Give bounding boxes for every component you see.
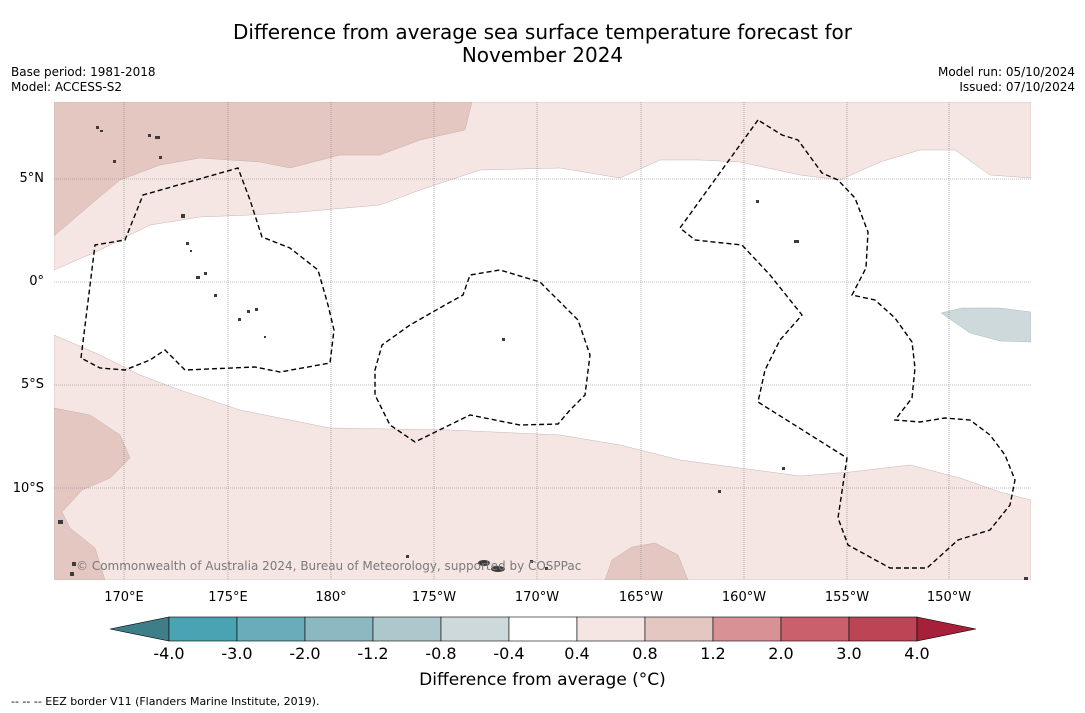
colorbar-tick-label: -0.4 xyxy=(493,644,525,663)
island xyxy=(148,134,151,137)
colorbar-segment xyxy=(644,616,714,642)
lat-label-5s: 5°S xyxy=(20,377,44,392)
eez-borders xyxy=(80,119,1016,569)
island xyxy=(181,214,185,218)
island xyxy=(190,250,192,252)
colorbar-tick-label: -0.8 xyxy=(425,644,457,663)
island xyxy=(756,200,759,203)
colorbar-label: Difference from average (°C) xyxy=(419,670,666,690)
anomaly-region-north-0-8 xyxy=(54,102,473,237)
base-period: Base period: 1981-2018 xyxy=(11,65,156,79)
anomaly-region-east-cool xyxy=(940,307,1031,343)
title-line-2: November 2024 xyxy=(461,43,624,67)
model-run: Model run: 05/10/2024 xyxy=(937,65,1075,79)
island xyxy=(247,310,250,313)
lon-label-170w: 170°W xyxy=(514,590,560,605)
island xyxy=(72,562,76,566)
colorbar-segment xyxy=(304,616,374,642)
island xyxy=(718,490,721,493)
colorbar-tick-label: 3.0 xyxy=(836,644,862,663)
island xyxy=(58,520,63,524)
colorbar-tick-label: -3.0 xyxy=(221,644,253,663)
eez-border-west xyxy=(80,167,335,373)
run-info: Model run: 05/10/2024 Issued: 07/10/2024 xyxy=(938,65,1075,95)
colorbar-extend-high xyxy=(916,616,977,642)
island xyxy=(214,294,217,297)
island xyxy=(491,566,505,572)
colorbar-tick-label: 4.0 xyxy=(904,644,930,663)
eez-border-east xyxy=(679,119,1016,569)
colorbar-segment xyxy=(576,616,646,642)
colorbar-tick-label: 2.0 xyxy=(768,644,794,663)
title-line-1: Difference from average sea surface temp… xyxy=(232,20,852,44)
lon-label-175e: 175°E xyxy=(208,590,248,605)
island xyxy=(186,242,189,245)
island xyxy=(70,572,74,576)
issued-date: Issued: 07/10/2024 xyxy=(959,80,1075,94)
lon-label-170e: 170°E xyxy=(104,590,144,605)
colorbar-tick-label: -2.0 xyxy=(289,644,321,663)
anomaly-region-south-0-8 xyxy=(604,542,689,580)
island xyxy=(159,156,162,159)
island xyxy=(155,136,160,139)
island xyxy=(530,560,533,563)
eez-legend: -- -- -- EEZ border V11 (Flanders Marine… xyxy=(11,695,320,708)
island xyxy=(782,467,785,470)
graticule xyxy=(54,102,1031,580)
colorbar-segment xyxy=(372,616,442,642)
map-title: Difference from average sea surface temp… xyxy=(0,21,1085,67)
anomaly-region-southwest-0-8 xyxy=(54,407,131,580)
colorbar-segment xyxy=(440,616,510,642)
island xyxy=(478,560,490,566)
colorbar-segment xyxy=(508,616,578,642)
island xyxy=(196,276,200,279)
lat-label-0: 0° xyxy=(29,274,44,289)
copyright-notice: © Commonwealth of Australia 2024, Bureau… xyxy=(76,559,582,573)
island xyxy=(100,130,103,132)
colorbar-tick-label: -4.0 xyxy=(153,644,185,663)
island xyxy=(406,555,409,558)
island xyxy=(794,240,799,243)
island xyxy=(1024,577,1028,580)
island xyxy=(255,308,258,311)
model-name: Model: ACCESS-S2 xyxy=(11,80,123,94)
colorbar-segment xyxy=(236,616,306,642)
islands xyxy=(58,126,1028,580)
lon-label-175w: 175°W xyxy=(411,590,457,605)
island xyxy=(502,338,505,341)
island xyxy=(113,160,116,163)
model-info: Base period: 1981-2018 Model: ACCESS-S2 xyxy=(11,65,156,95)
island xyxy=(238,318,241,321)
colorbar-segment xyxy=(780,616,850,642)
eez-border-central xyxy=(374,269,591,443)
lon-label-160w: 160°W xyxy=(721,590,767,605)
colorbar-segment xyxy=(168,616,238,642)
lat-label-10s: 10°S xyxy=(12,481,44,496)
colorbar-segment xyxy=(848,616,918,642)
lat-label-5n: 5°N xyxy=(19,171,45,186)
colorbar-segment xyxy=(712,616,782,642)
map-area xyxy=(54,102,1031,580)
lon-label-180: 180° xyxy=(315,590,347,605)
colorbar-tick-label: 0.4 xyxy=(564,644,590,663)
colorbar-extend-low xyxy=(109,616,170,642)
colorbar-tick-label: 1.2 xyxy=(700,644,726,663)
colorbar-tick-label: -1.2 xyxy=(357,644,389,663)
lon-label-155w: 155°W xyxy=(824,590,870,605)
colorbar xyxy=(109,616,977,642)
lon-label-150w: 150°W xyxy=(926,590,972,605)
colorbar-tick-label: 0.8 xyxy=(632,644,658,663)
island xyxy=(545,567,548,570)
anomaly-region-south-0-4 xyxy=(54,334,1031,580)
lon-label-165w: 165°W xyxy=(618,590,664,605)
island xyxy=(264,336,266,338)
island xyxy=(204,272,207,275)
island xyxy=(96,126,99,129)
